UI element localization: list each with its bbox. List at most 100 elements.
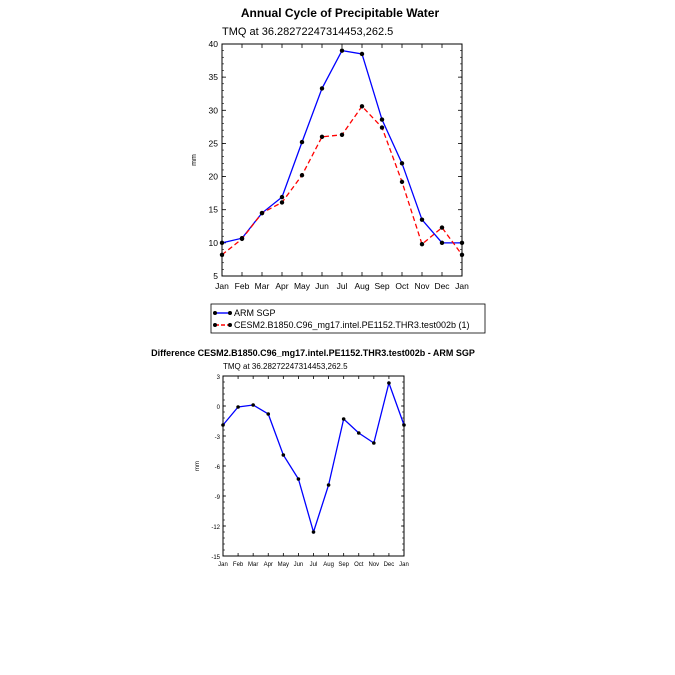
y-axis-label: mm [191,154,198,166]
data-markers [221,381,406,534]
precipitable-water-chart: Annual Cycle of Precipitable Water TMQ a… [191,6,486,334]
x-tick-label: Mar [248,562,258,568]
y-tick-label: -12 [211,525,220,531]
data-point [311,530,316,534]
chart-title: Difference CESM2.B1850.C96_mg17.intel.PE… [151,348,475,358]
y-tick-label: -15 [211,555,220,561]
series-line [221,49,462,244]
data-point [359,51,365,57]
y-tick-label: 30 [209,105,219,115]
y-tick-label: 15 [209,205,219,215]
x-tick-label: Apr [264,562,273,568]
data-point [372,441,376,445]
x-tick-label: Feb [233,562,244,568]
axis-ticks [222,375,405,557]
data-point [266,412,271,416]
x-tick-label: May [278,562,289,568]
data-point [399,179,405,185]
x-tick-label: Jul [337,281,348,291]
y-tick-label: 5 [213,271,218,281]
x-tick-label: Feb [235,281,250,291]
data-point [221,423,225,427]
legend: ARM SGP CESM2.B1850.C96_mg17.intel.PE115… [210,303,486,334]
data-point [299,139,305,145]
x-tick-label: Dec [384,562,395,568]
data-point [239,236,245,242]
data-point [299,173,305,178]
legend-entry-arm: ARM SGP [213,308,276,318]
legend-box [210,303,486,334]
data-point [339,48,345,53]
x-tick-labels: Jan Feb Mar Apr May Jun Jul Aug Sep Oct Nov Dec Jan [218,562,409,568]
data-point [326,483,331,487]
data-point [279,200,285,205]
y-tick-label: 25 [209,138,219,148]
data-point [219,240,225,246]
data-point [341,417,346,421]
data-point [419,217,425,222]
x-tick-label: Jul [310,562,318,568]
data-point [281,453,286,457]
data-markers [219,48,465,257]
x-tick-label: Jan [455,281,469,291]
x-tick-label: Nov [414,281,430,291]
data-point [319,86,325,91]
data-point [459,252,465,257]
x-tick-label: Jan [218,562,228,568]
x-tick-label: Sep [374,281,389,291]
series-line [222,380,405,535]
chart-subtitle: TMQ at 36.28272247314453,262.5 [223,362,348,371]
x-tick-label: Aug [323,562,334,568]
difference-chart: Difference CESM2.B1850.C96_mg17.intel.PE… [151,348,475,568]
x-tick-label: Oct [395,281,409,291]
y-axis-label: mm [195,461,201,471]
chart-title: Annual Cycle of Precipitable Water [241,6,440,20]
series-lines [221,49,463,256]
data-point [387,381,391,385]
data-point [439,240,445,246]
legend-label-arm: ARM SGP [234,308,276,318]
x-tick-label: Jan [399,562,409,568]
data-point [339,132,345,138]
series-line [221,105,463,256]
data-point [296,477,301,481]
x-tick-label: Jun [294,562,304,568]
legend-label-cesm: CESM2.B1850.C96_mg17.intel.PE1152.THR3.t… [234,320,469,330]
legend-marker-arm [213,311,217,315]
y-tick-label: 20 [209,172,219,182]
x-tick-label: Jan [215,281,229,291]
data-point [356,431,361,435]
legend-marker-cesm [228,323,232,327]
legend-entry-cesm: CESM2.B1850.C96_mg17.intel.PE1152.THR3.t… [213,320,469,330]
y-tick-label: -9 [215,495,221,501]
data-point [379,117,385,122]
series-lines [222,380,405,535]
x-tick-label: Nov [368,562,379,568]
data-point [439,225,445,230]
data-point [319,134,325,139]
data-point [251,403,255,407]
y-tick-label: -3 [215,435,221,441]
data-point [399,161,405,166]
axis-ticks [221,43,463,277]
data-point [359,104,365,109]
legend-marker-arm [228,311,232,315]
x-tick-label: May [294,281,311,291]
y-tick-label: 35 [209,72,219,82]
y-tick-label: -6 [215,465,221,471]
x-tick-label: Oct [354,562,364,568]
x-tick-label: Sep [338,562,349,568]
data-point [379,125,385,130]
data-point [219,252,225,257]
data-point [419,241,425,247]
data-point [259,210,265,216]
x-tick-labels: Jan Feb Mar Apr May Jun Jul Aug Sep Oct Nov Dec Jan [215,281,469,291]
data-point [236,405,240,409]
y-tick-labels: 5 10 15 20 25 30 35 40 [209,39,219,281]
x-tick-label: Aug [354,281,369,291]
y-tick-label: 3 [217,375,221,381]
data-point [402,423,406,427]
chart-subtitle: TMQ at 36.28272247314453,262.5 [222,26,393,38]
x-tick-label: Jun [315,281,329,291]
